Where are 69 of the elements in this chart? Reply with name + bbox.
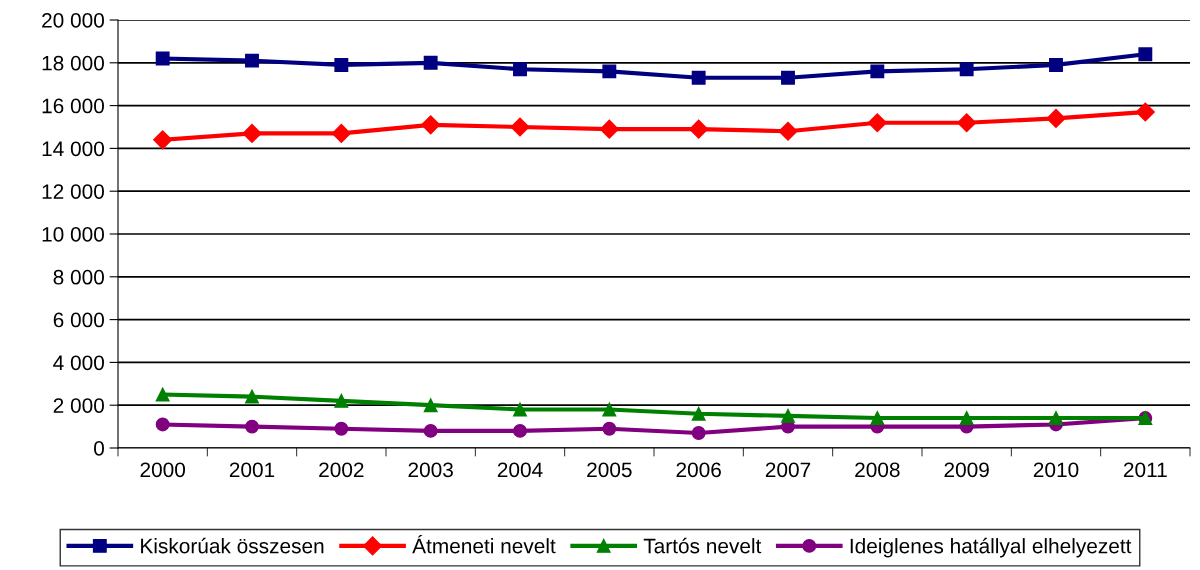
x-tick-label: 2009 [944,462,989,478]
legend-label: Ideiglenes hatállyal elhelyezett [850,537,1132,558]
point [602,421,617,436]
y-tick-label: 20 000 [42,13,104,28]
y-tick-label: 16 000 [42,98,104,114]
y-tick-label: 10 000 [42,227,104,242]
point [423,423,438,438]
x-tick-label: 2003 [408,462,453,478]
x-tick-label: 2001 [229,462,275,478]
legend-label: Tartós nevelt [643,537,762,554]
y-tick-label: 14 000 [42,141,104,157]
point [870,64,885,79]
point [959,62,974,77]
y-tick-label: 8 000 [53,269,104,285]
y-tick-label: 12 000 [42,184,104,199]
point [602,402,617,417]
point [331,123,351,143]
point [513,423,527,438]
point [155,51,170,66]
point [1049,57,1063,72]
point [155,417,170,432]
point [602,64,617,79]
point [513,62,527,77]
point [421,115,441,135]
point [334,393,349,408]
point [334,57,349,72]
point [778,121,798,141]
point [1049,411,1063,425]
point [870,411,885,425]
point [1135,102,1155,122]
y-tick-label: 18 000 [42,55,104,71]
point [245,419,259,434]
x-tick-label: 2004 [497,462,543,478]
point [153,130,173,150]
x-tick-label: 2006 [676,462,721,478]
x-tick-label: 2007 [765,462,811,478]
point [691,426,706,440]
point [334,421,349,436]
x-tick-label: 2008 [855,462,900,478]
point [691,406,706,421]
point [689,119,709,139]
point [423,55,438,70]
y-tick-label: 4 000 [53,355,104,371]
point [510,117,530,137]
point [1046,108,1066,128]
legend-label: Átmeneti nevelt [412,535,556,554]
point [781,408,795,423]
x-tick-label: 2005 [587,462,632,478]
point [599,119,619,139]
point [957,113,977,133]
point [959,411,974,425]
x-tick-label: 2000 [140,462,186,478]
point [242,123,262,143]
point [245,389,259,404]
point [867,113,887,133]
point [1138,47,1153,62]
point [691,70,706,85]
point [781,70,795,85]
point [423,398,438,413]
x-tick-label: 2011 [1123,462,1167,478]
x-tick-label: 2010 [1033,462,1079,478]
point [245,53,259,68]
legend-label: Kiskorúak összesen [141,537,324,554]
point [155,387,170,402]
point [513,402,527,417]
y-tick-label: 6 000 [53,312,104,328]
y-tick-label: 0 [94,441,104,456]
y-tick-label: 2 000 [53,398,104,413]
x-tick-label: 2002 [319,462,364,478]
